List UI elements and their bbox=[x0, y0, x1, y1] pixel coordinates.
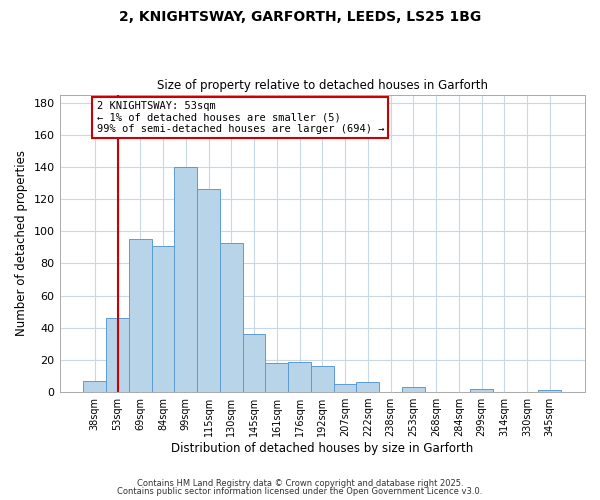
Text: 2, KNIGHTSWAY, GARFORTH, LEEDS, LS25 1BG: 2, KNIGHTSWAY, GARFORTH, LEEDS, LS25 1BG bbox=[119, 10, 481, 24]
X-axis label: Distribution of detached houses by size in Garforth: Distribution of detached houses by size … bbox=[171, 442, 473, 455]
Y-axis label: Number of detached properties: Number of detached properties bbox=[15, 150, 28, 336]
Text: 2 KNIGHTSWAY: 53sqm
← 1% of detached houses are smaller (5)
99% of semi-detached: 2 KNIGHTSWAY: 53sqm ← 1% of detached hou… bbox=[97, 101, 384, 134]
Bar bbox=[311, 366, 334, 392]
Bar bbox=[220, 242, 242, 392]
Bar bbox=[83, 381, 106, 392]
Bar bbox=[470, 389, 493, 392]
Bar bbox=[288, 362, 311, 392]
Bar bbox=[175, 167, 197, 392]
Bar bbox=[129, 240, 152, 392]
Bar bbox=[197, 190, 220, 392]
Bar bbox=[538, 390, 561, 392]
Bar bbox=[242, 334, 265, 392]
Title: Size of property relative to detached houses in Garforth: Size of property relative to detached ho… bbox=[157, 79, 488, 92]
Bar bbox=[334, 384, 356, 392]
Text: Contains HM Land Registry data © Crown copyright and database right 2025.: Contains HM Land Registry data © Crown c… bbox=[137, 478, 463, 488]
Bar bbox=[402, 388, 425, 392]
Bar bbox=[356, 382, 379, 392]
Bar bbox=[152, 246, 175, 392]
Bar bbox=[265, 363, 288, 392]
Bar bbox=[106, 318, 129, 392]
Text: Contains public sector information licensed under the Open Government Licence v3: Contains public sector information licen… bbox=[118, 487, 482, 496]
